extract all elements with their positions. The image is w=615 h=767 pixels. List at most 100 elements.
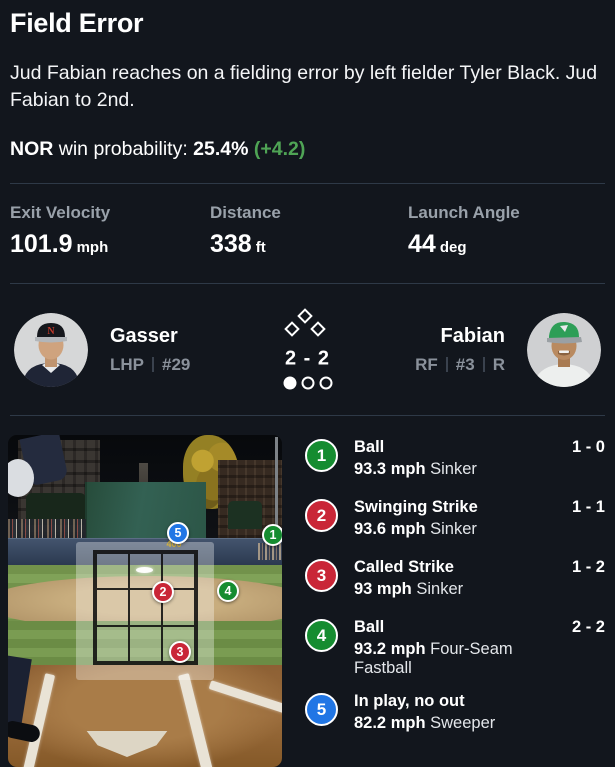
- pitch-number-badge: 3: [305, 559, 338, 592]
- zone-cell: [129, 553, 162, 590]
- pitch-speed: 93.3 mph: [354, 460, 426, 478]
- win-probability-delta: (+4.2): [253, 138, 306, 160]
- pitch-location-marker: 4: [217, 580, 239, 602]
- pitch-type: Sinker: [416, 580, 464, 598]
- zone-cell: [162, 589, 195, 626]
- zone-cell: [129, 589, 162, 626]
- pitch-type: Sinker: [430, 460, 477, 478]
- pitch-result: Ball: [354, 438, 385, 456]
- pitch-location-marker: 1: [262, 524, 282, 546]
- win-probability-value: 25.4%: [193, 138, 249, 160]
- stat-unit: deg: [439, 239, 467, 256]
- batter-shoulder: [8, 459, 34, 497]
- out-dot-icon: [319, 376, 332, 389]
- batter-avatar-image: [527, 312, 601, 387]
- strike-zone-backdrop: [76, 542, 214, 680]
- pitch-count: 2 - 2: [571, 618, 605, 636]
- divider: [10, 283, 605, 284]
- home-plate-dirt: [8, 665, 282, 767]
- pitch-row: 2 Swinging Strike 93.6 mph Sinker 1 - 1: [305, 498, 605, 544]
- batter-name: Fabian: [440, 324, 505, 347]
- crowd-right: [258, 543, 282, 560]
- count-block: 2 - 2: [283, 307, 332, 389]
- pitch-detail: 93.6 mph Sinker: [354, 520, 560, 539]
- zone-cell: [96, 589, 129, 626]
- pitch-info: Ball 93.2 mph Four-Seam Fastball: [354, 618, 560, 678]
- trees-right: [228, 501, 262, 529]
- pitch-type: Sweeper: [430, 714, 496, 732]
- page-title: Field Error: [10, 8, 144, 38]
- zone-cell: [96, 553, 129, 590]
- batter-number: #3: [455, 354, 475, 374]
- wall-distance-marker: 400: [166, 539, 182, 549]
- ball-strike-count: 2 - 2: [284, 347, 331, 369]
- pitch-list: 1 Ball 93.3 mph Sinker 1 - 0 2 Swinging …: [305, 435, 605, 767]
- batter-info: Fabian RF #3 R: [415, 325, 505, 375]
- matchup-row: N Gasser LHP #29 2 - 2 Fabian RF #3 R: [0, 284, 615, 415]
- pitch-result: Swinging Strike: [354, 498, 478, 516]
- zone-cell: [129, 625, 162, 662]
- divider: [10, 415, 605, 416]
- separator: [152, 357, 154, 372]
- stat-label: Exit Velocity: [10, 203, 111, 222]
- batter-details: RF #3 R: [415, 355, 505, 375]
- stat-value: 101.9 mph: [10, 230, 109, 258]
- pitch-number-badge: 2: [305, 499, 338, 532]
- zone-cell: [96, 625, 129, 662]
- batter-hand: R: [492, 354, 505, 374]
- separator: [482, 357, 485, 372]
- pitch-detail: 93.3 mph Sinker: [354, 460, 560, 479]
- stat-label: Distance: [210, 203, 281, 222]
- out-dot-icon: [301, 376, 314, 389]
- pitch-detail: 93 mph Sinker: [354, 580, 560, 599]
- pitcher-info: Gasser LHP #29: [110, 325, 190, 375]
- crowd-left: [8, 519, 86, 541]
- pitch-speed: 93 mph: [354, 580, 412, 598]
- zone-cell: [162, 553, 195, 590]
- stat-row: Exit Velocity 101.9 mph Distance 338 ft La…: [0, 184, 615, 283]
- field-view: 400 1 2 3 4 5: [8, 435, 282, 767]
- batter-position: RF: [415, 354, 438, 374]
- pitch-result: Called Strike: [354, 558, 454, 576]
- stat-unit: ft: [255, 239, 266, 256]
- pitch-info: Called Strike 93 mph Sinker: [354, 558, 560, 599]
- stat-distance: Distance 338 ft: [210, 203, 408, 283]
- pitch-count: 1 - 1: [571, 498, 605, 516]
- pitcher-number: #29: [162, 354, 191, 374]
- out-dot-icon: [283, 376, 296, 389]
- pitcher-details: LHP #29: [110, 355, 190, 375]
- pitch-info: Swinging Strike 93.6 mph Sinker: [354, 498, 560, 539]
- stat-value: 338 ft: [210, 230, 266, 258]
- pitch-number-badge: 5: [305, 693, 338, 726]
- win-probability: NOR win probability: 25.4% (+4.2): [10, 138, 605, 161]
- pitch-row: 1 Ball 93.3 mph Sinker 1 - 0: [305, 438, 605, 484]
- pitch-info: In play, no out 82.2 mph Sweeper: [354, 692, 593, 733]
- stat-label: Launch Angle: [408, 203, 520, 222]
- divider: [10, 183, 605, 184]
- pitch-speed: 93.6 mph: [354, 520, 426, 538]
- batter-avatar: [527, 312, 601, 387]
- pitch-number-badge: 4: [305, 619, 338, 652]
- outs-indicator: [283, 376, 332, 389]
- pitch-type: Four-Seam Fastball: [354, 640, 513, 677]
- pitcher-avatar-image: N: [14, 312, 88, 387]
- pitch-detail: 82.2 mph Sweeper: [354, 714, 593, 733]
- team-abbr: NOR: [10, 138, 54, 160]
- pitch-detail: 93.2 mph Four-Seam Fastball: [354, 640, 560, 678]
- stat-exit-velocity: Exit Velocity 101.9 mph: [10, 203, 210, 283]
- pitch-count: 1 - 2: [571, 558, 605, 576]
- pitch-result: In play, no out: [354, 692, 465, 710]
- pitch-location-marker: 3: [169, 641, 191, 663]
- base-first-icon: [310, 320, 326, 337]
- svg-text:N: N: [47, 326, 55, 337]
- foul-pole: [275, 437, 278, 537]
- pitcher-position: LHP: [110, 354, 144, 374]
- baseball: [136, 567, 153, 573]
- pitch-number-badge: 1: [305, 439, 338, 472]
- pitcher-avatar: N: [14, 312, 88, 387]
- pitch-row: 3 Called Strike 93 mph Sinker 1 - 2: [305, 558, 605, 604]
- pitcher-name: Gasser: [110, 324, 178, 347]
- bases-diamond-icon: [284, 307, 331, 342]
- pitch-type: Sinker: [430, 520, 477, 538]
- pitch-row: 4 Ball 93.2 mph Four-Seam Fastball 2 - 2: [305, 618, 605, 678]
